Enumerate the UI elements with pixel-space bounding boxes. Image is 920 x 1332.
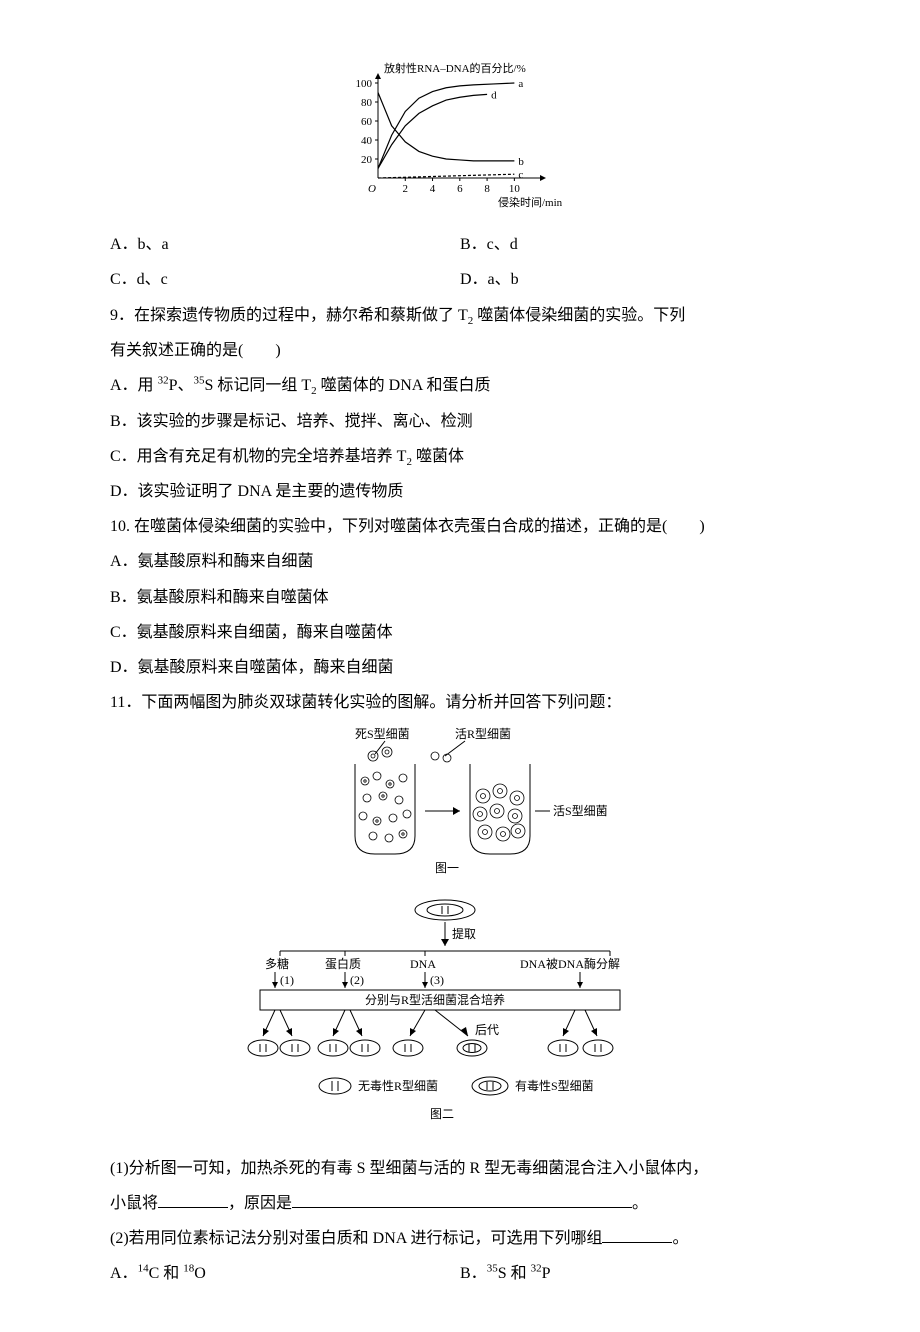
svg-text:60: 60 bbox=[361, 116, 373, 128]
svg-text:10: 10 bbox=[509, 183, 521, 195]
svg-text:40: 40 bbox=[361, 135, 373, 147]
q11-sub2-opts: A．14C 和 18O B．35S 和 32P bbox=[110, 1256, 810, 1291]
q11-sub1-pre: 小鼠将 bbox=[110, 1195, 158, 1212]
svg-text:c: c bbox=[518, 169, 523, 181]
q11-opt-b: B．35S 和 32P bbox=[460, 1256, 810, 1291]
q11-fig1: 死S型细菌 活R型细菌 bbox=[110, 726, 810, 889]
q11-sub1-mid: ，原因是 bbox=[228, 1195, 292, 1212]
q9-stem-line1: 9．在探索遗传物质的过程中，赫尔希和蔡斯做了 T2 噬菌体侵染细菌的实验。下列 bbox=[110, 298, 810, 333]
q9-stem-part1b: 噬菌体侵染细菌的实验。下列 bbox=[473, 307, 685, 324]
fig2-mix: 分别与R型活细菌混合培养 bbox=[365, 992, 505, 1007]
svg-text:80: 80 bbox=[361, 97, 373, 109]
q10-stem: 10. 在噬菌体侵染细菌的实验中，下列对噬菌体衣壳蛋白合成的描述，正确的是( ) bbox=[110, 509, 810, 544]
fig2-col3: DNA被DNA酶分解 bbox=[520, 956, 620, 971]
fig2-svg: 提取 多糖 蛋白质 DNA DNA被DNA酶分解 (1) (2) (3) bbox=[220, 896, 700, 1136]
q9-a-iso2: 35 bbox=[193, 375, 204, 387]
blank-3 bbox=[602, 1226, 672, 1243]
q9-stem-part1: 9．在探索遗传物质的过程中，赫尔希和蔡斯做了 T bbox=[110, 307, 468, 324]
fig1-live-r-label: 活R型细菌 bbox=[455, 727, 511, 741]
q11-a-2: 18 bbox=[183, 1263, 194, 1275]
blank-2 bbox=[292, 1191, 632, 1208]
q11-stem: 11．下面两幅图为肺炎双球菌转化实验的图解。请分析并回答下列问题： bbox=[110, 685, 810, 720]
q10-opt-a: A．氨基酸原料和酶来自细菌 bbox=[110, 544, 810, 579]
q9-opt-b: B．该实验的步骤是标记、培养、搅拌、离心、检测 bbox=[110, 404, 810, 439]
q9-opt-d: D．该实验证明了 DNA 是主要的遗传物质 bbox=[110, 474, 810, 509]
q11-a-pre: A． bbox=[110, 1265, 138, 1282]
fig1-svg: 死S型细菌 活R型细菌 bbox=[295, 726, 625, 876]
svg-text:4: 4 bbox=[430, 183, 436, 195]
q8-options-row2: C．d、c D．a、b bbox=[110, 262, 810, 297]
fig2-caption: 图二 bbox=[430, 1107, 454, 1121]
q8-chart: 放射性RNA–DNA的百分比/% 20 40 60 80 100 2 4 6 8 10 O 侵染时间/m… bbox=[110, 60, 810, 223]
fig2-extract: 提取 bbox=[452, 926, 476, 941]
q11-sub1-line1: (1)分析图一可知，加热杀死的有毒 S 型细菌与活的 R 型无毒细菌混合注入小鼠… bbox=[110, 1151, 810, 1186]
q10-opt-d: D．氨基酸原料来自噬菌体，酶来自细菌 bbox=[110, 650, 810, 685]
svg-text:a: a bbox=[518, 78, 523, 90]
fig2-legend-s: 有毒性S型细菌 bbox=[515, 1079, 594, 1093]
fig1-dead-s-label: 死S型细菌 bbox=[355, 727, 410, 741]
fig2-legend-r: 无毒性R型细菌 bbox=[358, 1079, 438, 1093]
q8-opt-c: C．d、c bbox=[110, 262, 460, 297]
q9-opt-a: A．用 32P、35S 标记同一组 T2 噬菌体的 DNA 和蛋白质 bbox=[110, 368, 810, 403]
q9-opt-c: C．用含有充足有机物的完全培养基培养 T2 噬菌体 bbox=[110, 439, 810, 474]
q9-a-pre: A．用 bbox=[110, 377, 158, 394]
q9-stem-line2: 有关叙述正确的是( ) bbox=[110, 333, 810, 368]
svg-text:d: d bbox=[491, 89, 497, 101]
svg-text:8: 8 bbox=[484, 183, 490, 195]
fig2-idx2: (3) bbox=[430, 973, 444, 987]
q9-a-iso1: 32 bbox=[158, 375, 169, 387]
svg-text:20: 20 bbox=[361, 154, 373, 166]
fig2-col2: DNA bbox=[410, 957, 436, 971]
fig1-live-s-label: 活S型细菌 bbox=[553, 804, 608, 818]
q11-fig2: 提取 多糖 蛋白质 DNA DNA被DNA酶分解 (1) (2) (3) bbox=[110, 896, 810, 1149]
q9-c-pre: C．用含有充足有机物的完全培养基培养 T bbox=[110, 448, 406, 465]
rna-dna-chart-svg: 放射性RNA–DNA的百分比/% 20 40 60 80 100 2 4 6 8 10 O 侵染时间/m… bbox=[330, 60, 590, 210]
q9-c-post: 噬菌体 bbox=[412, 448, 464, 465]
q11-a-2t: O bbox=[194, 1265, 206, 1282]
svg-text:b: b bbox=[518, 156, 524, 168]
svg-text:侵染时间/min: 侵染时间/min bbox=[498, 195, 563, 209]
q10-opt-b: B．氨基酸原料和酶来自噬菌体 bbox=[110, 580, 810, 615]
svg-text:6: 6 bbox=[457, 183, 463, 195]
q9-a-iso2t: S 标记同一组 T bbox=[204, 377, 311, 394]
q11-opt-a: A．14C 和 18O bbox=[110, 1256, 460, 1291]
fig2-col1: 蛋白质 bbox=[325, 956, 361, 971]
q11-b-pre: B． bbox=[460, 1265, 487, 1282]
q8-opt-d: D．a、b bbox=[460, 262, 810, 297]
q11-b-2: 32 bbox=[531, 1263, 542, 1275]
svg-text:2: 2 bbox=[403, 183, 409, 195]
fig2-idx0: (1) bbox=[280, 973, 294, 987]
q11-b-1t: S 和 bbox=[498, 1265, 531, 1282]
svg-text:100: 100 bbox=[356, 78, 373, 90]
fig2-col0: 多糖 bbox=[265, 956, 289, 971]
q9-a-post: 噬菌体的 DNA 和蛋白质 bbox=[317, 377, 491, 394]
q11-sub1-line2: 小鼠将，原因是。 bbox=[110, 1186, 810, 1221]
q10-opt-c: C．氨基酸原料来自细菌，酶来自噬菌体 bbox=[110, 615, 810, 650]
blank-1 bbox=[158, 1191, 228, 1208]
q8-opt-a: A．b、a bbox=[110, 227, 460, 262]
svg-text:放射性RNA–DNA的百分比/%: 放射性RNA–DNA的百分比/% bbox=[384, 61, 526, 75]
fig2-progeny: 后代 bbox=[475, 1023, 499, 1037]
q8-opt-b: B．c、d bbox=[460, 227, 810, 262]
fig1-caption: 图一 bbox=[435, 861, 459, 875]
q11-b-2t: P bbox=[542, 1265, 551, 1282]
q11-a-1: 14 bbox=[138, 1263, 149, 1275]
svg-text:O: O bbox=[368, 183, 376, 195]
q9-a-iso1t: P、 bbox=[169, 377, 194, 394]
q11-a-1t: C 和 bbox=[149, 1265, 184, 1282]
fig2-idx1: (2) bbox=[350, 973, 364, 987]
q8-options-row1: A．b、a B．c、d bbox=[110, 227, 810, 262]
q11-sub2: (2)若用同位素标记法分别对蛋白质和 DNA 进行标记，可选用下列哪组。 bbox=[110, 1221, 810, 1256]
q11-sub2-text: (2)若用同位素标记法分别对蛋白质和 DNA 进行标记，可选用下列哪组 bbox=[110, 1230, 602, 1247]
q11-b-1: 35 bbox=[487, 1263, 498, 1275]
